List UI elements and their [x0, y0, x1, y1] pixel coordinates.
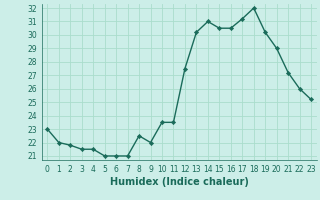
X-axis label: Humidex (Indice chaleur): Humidex (Indice chaleur) [110, 177, 249, 187]
